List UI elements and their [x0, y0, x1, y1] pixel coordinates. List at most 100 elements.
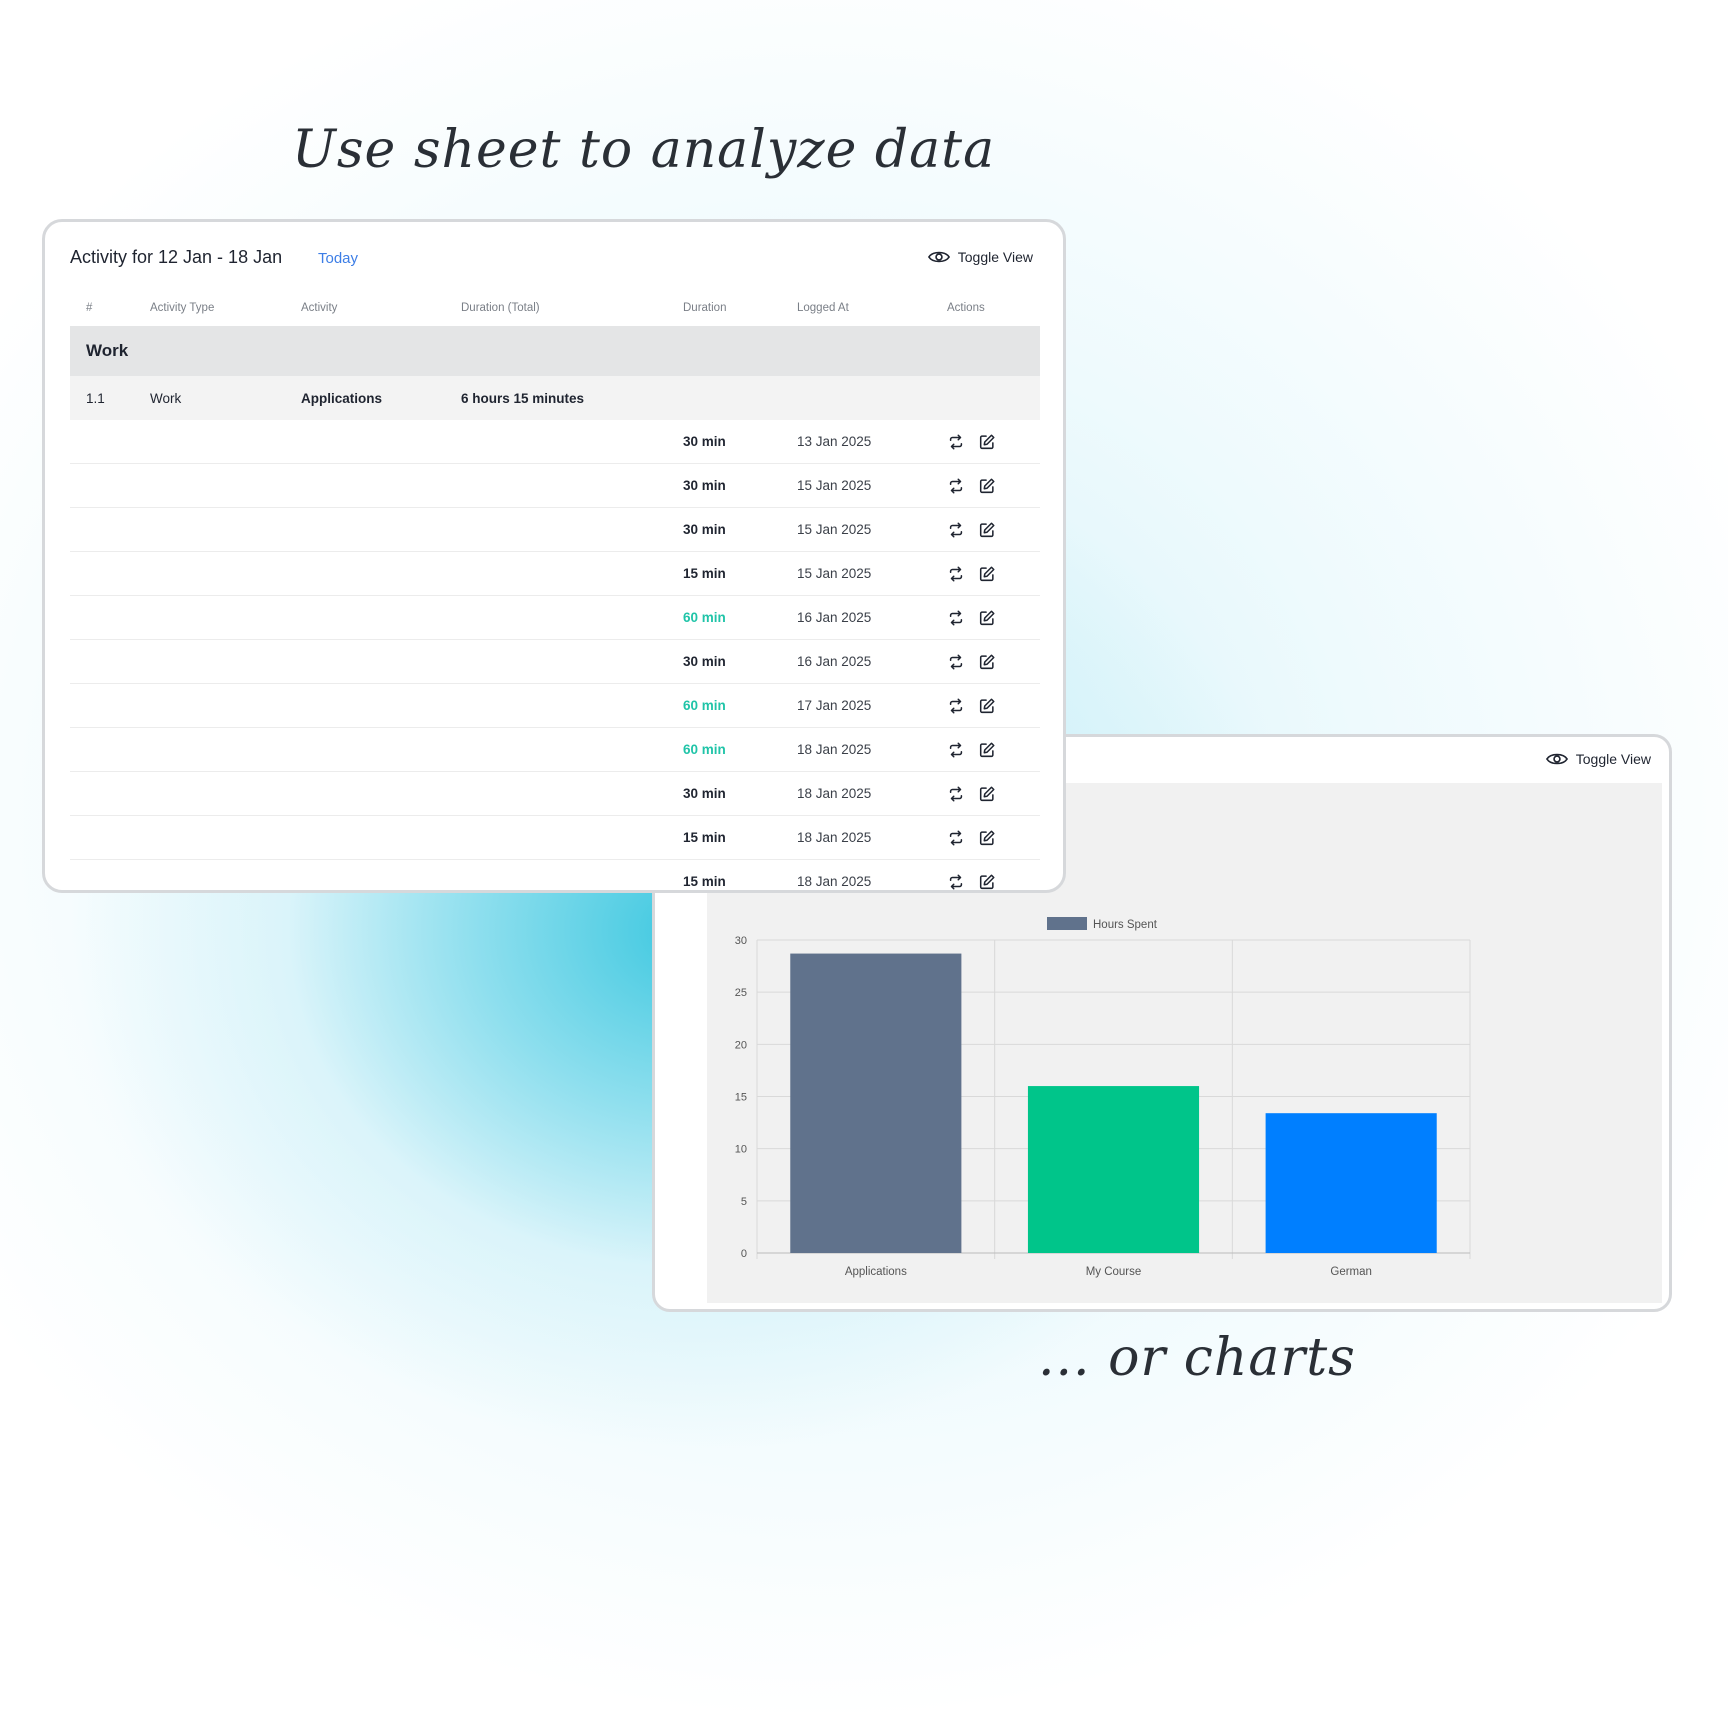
- entry-logged-at: 17 Jan 2025: [781, 683, 931, 728]
- table-row: 30 min 15 Jan 2025: [70, 507, 1040, 552]
- repeat-icon[interactable]: [947, 565, 965, 583]
- edit-icon[interactable]: [978, 697, 996, 715]
- column-header-activity-type: Activity Type: [150, 302, 215, 314]
- activity-table-card: Activity for 12 Jan - 18 Jan Today Toggl…: [42, 219, 1066, 893]
- table-row: 15 min 15 Jan 2025: [70, 551, 1040, 596]
- entry-actions: [931, 639, 1040, 684]
- chart-toggle-view-button[interactable]: Toggle View: [1545, 751, 1651, 767]
- x-tick-label: Applications: [845, 1266, 907, 1278]
- repeat-icon[interactable]: [947, 433, 965, 451]
- edit-icon[interactable]: [978, 653, 996, 671]
- edit-icon[interactable]: [978, 609, 996, 627]
- repeat-icon[interactable]: [947, 653, 965, 671]
- column-header-logged-at: Logged At: [797, 302, 849, 314]
- y-tick-label: 5: [741, 1196, 747, 1208]
- column-header-actions: Actions: [947, 302, 985, 314]
- actions-group: [947, 697, 1040, 715]
- bar-chart: 0 5 10 15 20 25 30 Applications My Course German H…: [735, 917, 1471, 1278]
- actions-group: [947, 873, 1040, 891]
- entry-logged-at: 16 Jan 2025: [781, 595, 931, 640]
- repeat-icon[interactable]: [947, 873, 965, 891]
- edit-icon[interactable]: [978, 521, 996, 539]
- entry-actions: [931, 420, 1040, 464]
- table-header: Activity for 12 Jan - 18 Jan Today Toggl…: [70, 247, 1033, 277]
- eye-icon: [927, 251, 950, 263]
- edit-icon[interactable]: [978, 565, 996, 583]
- edit-icon[interactable]: [978, 741, 996, 759]
- entry-duration: 30 min: [667, 639, 781, 684]
- entry-duration: 30 min: [667, 463, 781, 508]
- toggle-view-label: Toggle View: [1575, 751, 1651, 767]
- entry-actions: [931, 859, 1040, 891]
- actions-group: [947, 609, 1040, 627]
- repeat-icon[interactable]: [947, 829, 965, 847]
- table-toggle-view-button[interactable]: Toggle View: [927, 249, 1033, 265]
- repeat-icon[interactable]: [947, 609, 965, 627]
- y-tick-label: 25: [735, 987, 747, 999]
- repeat-icon[interactable]: [947, 785, 965, 803]
- edit-icon[interactable]: [978, 873, 996, 891]
- headline-caption: Use sheet to analyze data: [292, 120, 996, 180]
- activity-total-duration: 6 hours 15 minutes: [445, 376, 667, 420]
- activity-table: # Activity Type Activity Duration (Total…: [70, 290, 1040, 891]
- actions-group: [947, 785, 1040, 803]
- table-row: 30 min 15 Jan 2025: [70, 463, 1040, 508]
- y-tick-label: 10: [735, 1144, 747, 1156]
- edit-icon[interactable]: [978, 477, 996, 495]
- repeat-icon[interactable]: [947, 477, 965, 495]
- today-link[interactable]: Today: [318, 250, 359, 267]
- column-header-duration-total: Duration (Total): [461, 302, 540, 314]
- legend-swatch: [1047, 917, 1087, 930]
- activity-name: Applications: [285, 376, 445, 420]
- edit-icon[interactable]: [978, 829, 996, 847]
- bar: [790, 953, 962, 1253]
- entry-duration: 15 min: [667, 815, 781, 860]
- x-tick-label: My Course: [1086, 1266, 1142, 1278]
- y-tick-label: 0: [741, 1248, 747, 1260]
- entry-logged-at: 15 Jan 2025: [781, 551, 931, 596]
- repeat-icon[interactable]: [947, 521, 965, 539]
- entry-logged-at: 15 Jan 2025: [781, 463, 931, 508]
- entry-logged-at: 18 Jan 2025: [781, 859, 931, 890]
- group-label: Work: [70, 326, 1040, 376]
- y-tick-label: 30: [735, 935, 747, 947]
- entry-logged-at: 18 Jan 2025: [781, 815, 931, 860]
- actions-group: [947, 433, 1040, 451]
- edit-icon[interactable]: [978, 785, 996, 803]
- table-row: 30 min 18 Jan 2025: [70, 771, 1040, 816]
- group-row: Work: [70, 326, 1040, 376]
- bar: [1027, 1086, 1200, 1253]
- legend-label: Hours Spent: [1093, 919, 1158, 931]
- entry-duration: 15 min: [667, 859, 781, 890]
- repeat-icon[interactable]: [947, 697, 965, 715]
- actions-group: [947, 565, 1040, 583]
- entry-actions: [931, 815, 1040, 860]
- entry-duration: 60 min: [667, 595, 781, 640]
- table-row: 60 min 17 Jan 2025: [70, 683, 1040, 728]
- entry-logged-at: 16 Jan 2025: [781, 639, 931, 684]
- edit-icon[interactable]: [978, 433, 996, 451]
- entry-actions: [931, 551, 1040, 596]
- entry-duration: 15 min: [667, 551, 781, 596]
- column-header-activity: Activity: [301, 302, 338, 314]
- entry-actions: [931, 771, 1040, 816]
- actions-group: [947, 741, 1040, 759]
- repeat-icon[interactable]: [947, 741, 965, 759]
- bar: [1265, 1113, 1437, 1253]
- table-row: 30 min 16 Jan 2025: [70, 639, 1040, 684]
- activity-row: 1.1 Work Applications 6 hours 15 minutes: [70, 376, 1040, 420]
- entry-logged-at: 18 Jan 2025: [781, 771, 931, 816]
- entry-duration: 30 min: [667, 771, 781, 816]
- entry-duration: 30 min: [667, 420, 781, 464]
- entry-actions: [931, 683, 1040, 728]
- entry-actions: [931, 507, 1040, 552]
- actions-group: [947, 653, 1040, 671]
- activity-index: 1.1: [70, 376, 134, 420]
- entry-duration: 60 min: [667, 727, 781, 772]
- column-header-duration: Duration: [683, 302, 727, 314]
- entry-logged-at: 15 Jan 2025: [781, 507, 931, 552]
- entry-actions: [931, 727, 1040, 772]
- table-header-row: # Activity Type Activity Duration (Total…: [70, 290, 1040, 326]
- table-row: 60 min 16 Jan 2025: [70, 595, 1040, 640]
- y-tick-label: 15: [735, 1092, 747, 1104]
